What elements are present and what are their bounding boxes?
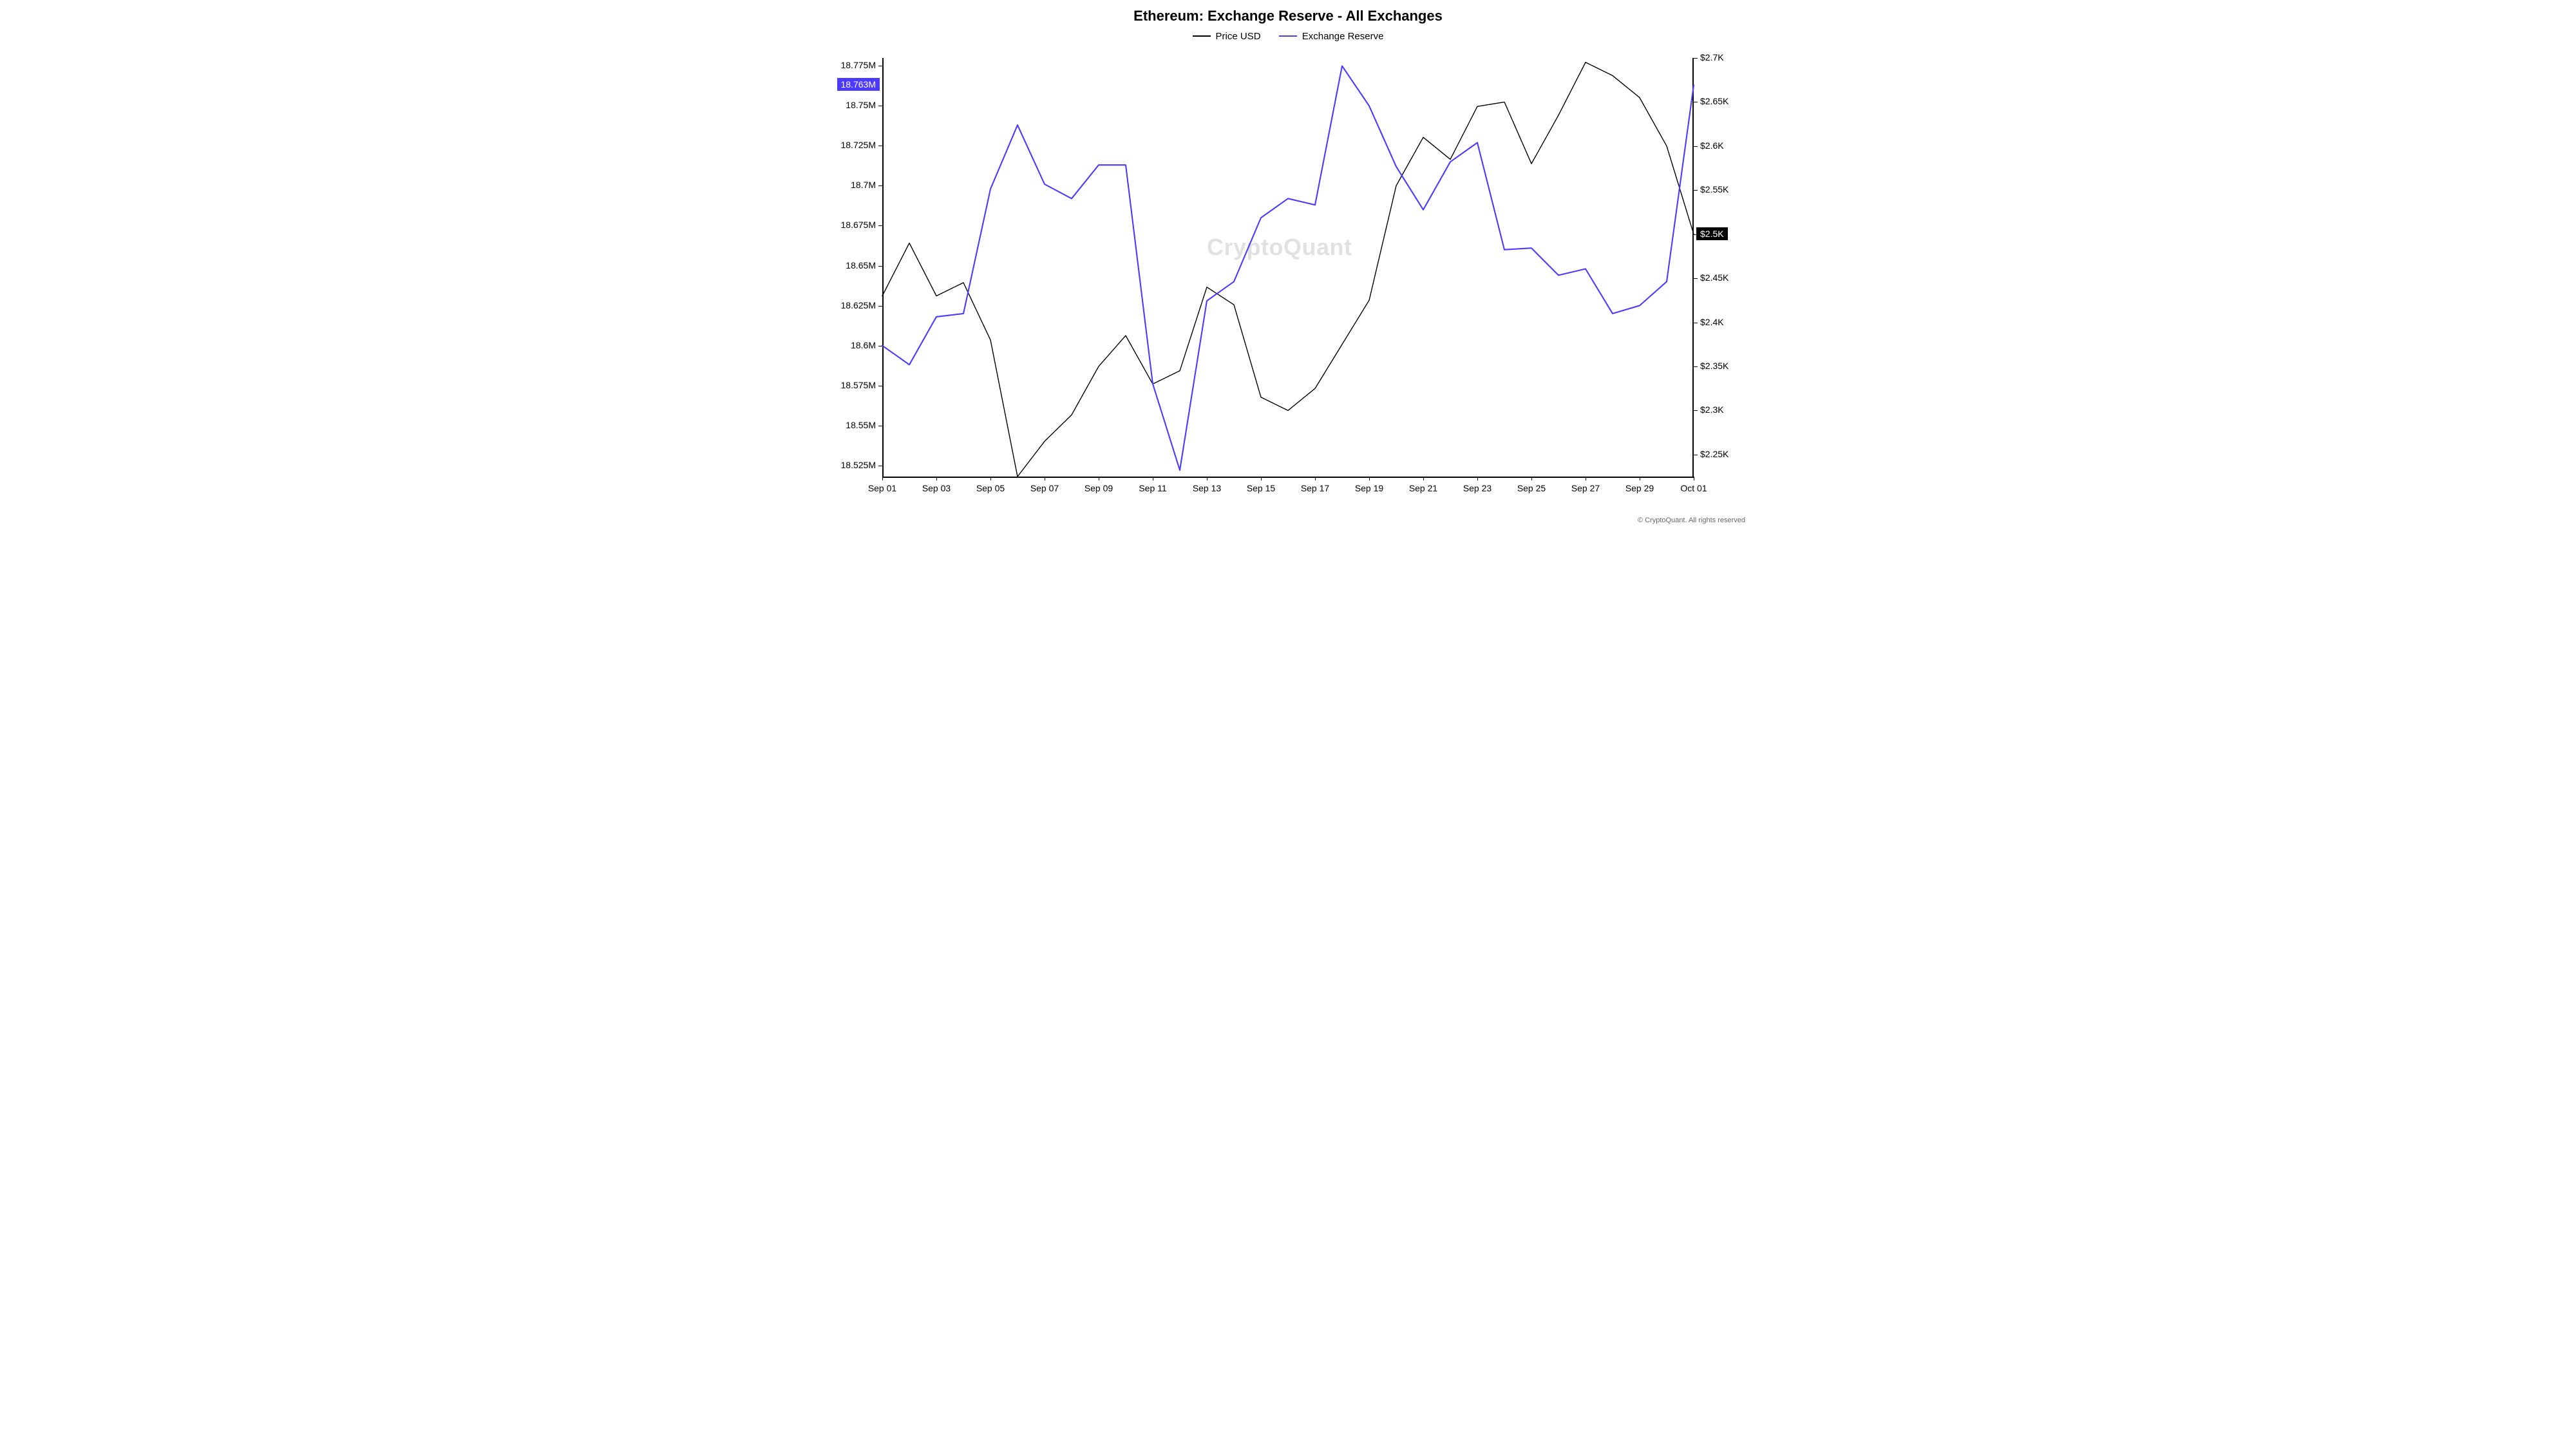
- line-price: [882, 62, 1694, 477]
- chart-container: Ethereum: Exchange Reserve - All Exchang…: [818, 0, 1758, 528]
- chart-lines: [818, 0, 1758, 528]
